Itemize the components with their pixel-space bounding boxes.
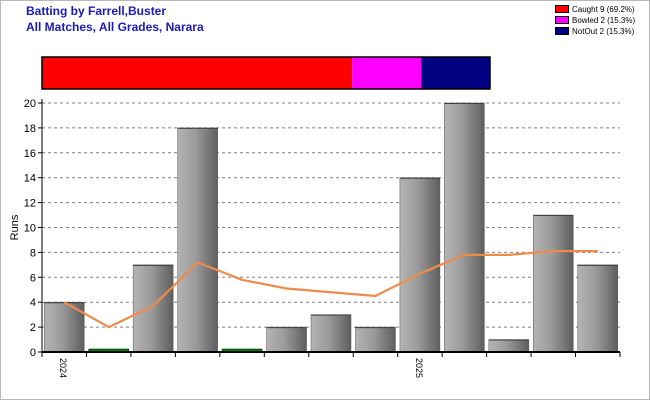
- bar: [399, 177, 441, 353]
- y-tick-label: 0: [30, 347, 36, 359]
- legend-item-caught: Caught 9 (69.2%): [555, 4, 635, 16]
- bar: [355, 326, 396, 353]
- x-tick-label: 2024: [58, 358, 68, 378]
- y-tick-label: 18: [24, 123, 36, 135]
- legend-label-notout: NotOut 2 (15.3%): [572, 27, 635, 36]
- y-tick-label: 6: [30, 272, 36, 284]
- y-tick-label: 2: [30, 322, 36, 334]
- legend-label-bowled: Bowled 2 (15.3%): [572, 16, 636, 25]
- chart-subtitle: All Matches, All Grades, Narara: [26, 20, 204, 34]
- y-axis-label: Runs: [9, 214, 21, 240]
- legend-swatch-bowled: [555, 15, 569, 24]
- y-tick-label: 4: [30, 297, 36, 309]
- legend-item-notout: NotOut 2 (15.3%): [555, 26, 635, 38]
- dismissal-bar-border: [41, 56, 491, 90]
- bar: [132, 264, 174, 353]
- bar: [533, 214, 574, 353]
- average-line: [63, 250, 598, 329]
- x-tick-label: 2025: [414, 358, 424, 378]
- legend-item-bowled: Bowled 2 (15.3%): [555, 15, 636, 27]
- bar: [577, 264, 619, 353]
- y-tick-label: 16: [24, 148, 36, 160]
- bar: [310, 314, 352, 353]
- legend-swatch-notout: [555, 26, 569, 35]
- y-tick-label: 10: [24, 223, 36, 235]
- legend: Caught 9 (69.2%) Bowled 2 (15.3%) NotOut…: [555, 4, 636, 38]
- y-tick-label: 8: [30, 247, 36, 259]
- chart-title: Batting by Farrell,Buster: [26, 4, 167, 18]
- dismissal-segment-bowled: [352, 57, 422, 89]
- y-tick-label: 20: [24, 98, 36, 110]
- bar: [266, 326, 307, 353]
- dismissal-segment-notout: [421, 57, 490, 89]
- legend-swatch-caught: [555, 4, 569, 13]
- bar: [444, 102, 485, 353]
- y-tick-label: 12: [24, 198, 36, 210]
- y-tick-label: 14: [24, 173, 36, 185]
- bar: [177, 127, 218, 353]
- dismissal-segment-caught: [42, 57, 353, 89]
- bar: [488, 339, 530, 353]
- legend-label-caught: Caught 9 (69.2%): [572, 5, 635, 14]
